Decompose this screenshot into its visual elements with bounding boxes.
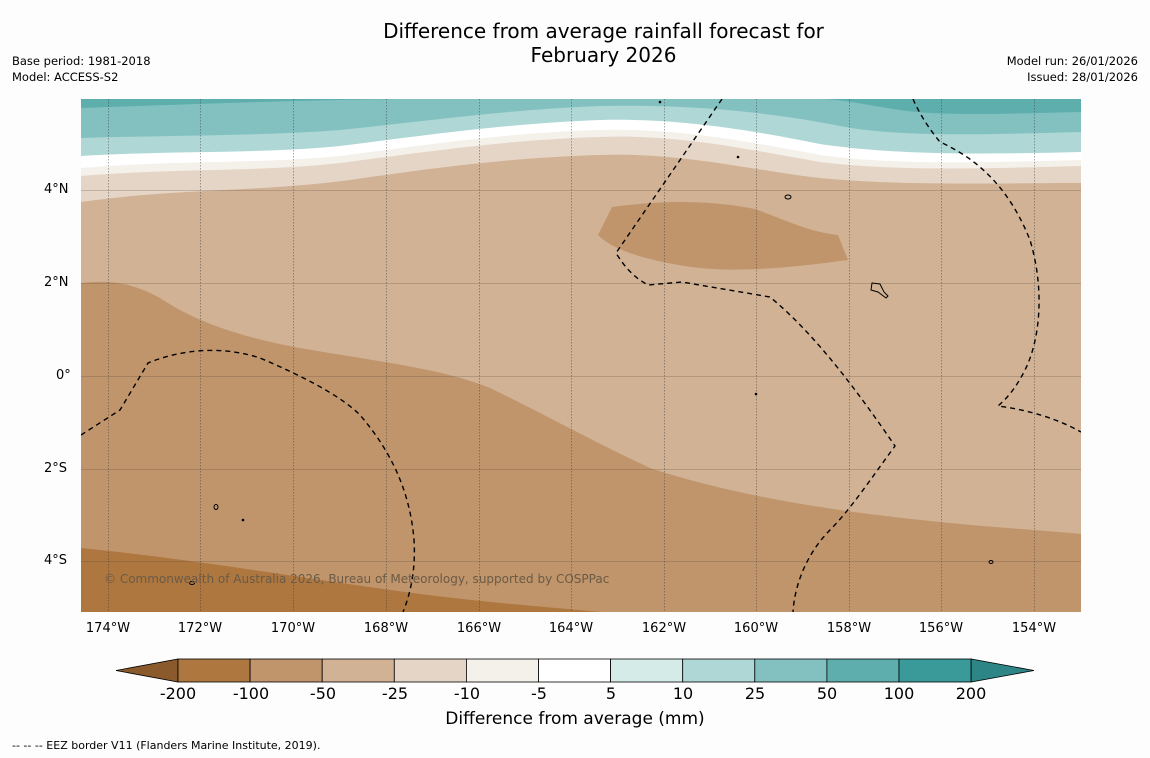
lon-label: 172°W bbox=[177, 621, 223, 636]
island-icon bbox=[754, 392, 758, 396]
colorbar-tick: -50 bbox=[309, 684, 337, 703]
island-icon bbox=[658, 100, 662, 104]
colorbar-segment bbox=[754, 658, 828, 683]
rainfall-map bbox=[81, 99, 1081, 683]
colorbar-segment bbox=[249, 658, 323, 683]
colorbar-tick: 5 bbox=[605, 684, 617, 703]
colorbar-tick: 10 bbox=[672, 684, 694, 703]
colorbar-segment bbox=[682, 658, 756, 683]
colorbar-segment bbox=[321, 658, 395, 683]
lat-label: 0° bbox=[56, 368, 71, 383]
colorbar-segment bbox=[610, 658, 684, 683]
islands bbox=[189, 100, 994, 585]
lon-label: 164°W bbox=[548, 621, 594, 636]
map-fill-layers bbox=[81, 99, 1081, 612]
lon-label: 168°W bbox=[363, 621, 409, 636]
colorbar-extend-low bbox=[115, 658, 179, 683]
anomaly-band-plus25-north bbox=[81, 99, 1081, 138]
island-icon bbox=[241, 518, 245, 522]
colorbar-tick: 50 bbox=[816, 684, 838, 703]
colorbar-segment bbox=[465, 658, 539, 683]
lon-label: 160°W bbox=[733, 621, 779, 636]
lon-label: 158°W bbox=[826, 621, 872, 636]
colorbar-tick: -200 bbox=[159, 684, 197, 703]
anomaly-blob-minus100-east bbox=[598, 201, 848, 270]
colorbar bbox=[115, 658, 1035, 683]
lon-label: 156°W bbox=[918, 621, 964, 636]
colorbar-segment bbox=[177, 658, 251, 683]
island-icon bbox=[736, 155, 740, 159]
colorbar-label: Difference from average (mm) bbox=[445, 709, 705, 729]
colorbar-segment bbox=[393, 658, 467, 683]
lon-label: 170°W bbox=[270, 621, 316, 636]
colorbar-segment bbox=[826, 658, 900, 683]
issued-text: Issued: 28/01/2026 bbox=[1027, 70, 1138, 84]
colorbar-tick: -10 bbox=[453, 684, 481, 703]
eez-border-west bbox=[81, 349, 416, 612]
lat-label: 4°N bbox=[44, 182, 69, 197]
model-text: Model: ACCESS-S2 bbox=[12, 70, 119, 84]
lon-label: 174°W bbox=[85, 621, 131, 636]
eez-footnote: -- -- -- EEZ border V11 (Flanders Marine… bbox=[12, 739, 321, 752]
meta-left: Base period: 1981-2018 Model: ACCESS-S2 bbox=[12, 53, 151, 85]
meta-right: Model run: 26/01/2026 Issued: 28/01/2026 bbox=[1007, 53, 1138, 85]
lat-label: 2°S bbox=[44, 461, 68, 476]
lat-label: 4°S bbox=[44, 553, 68, 568]
island-icon bbox=[988, 560, 994, 564]
map-title: Difference from average rainfall forecas… bbox=[0, 19, 1150, 67]
colorbar-tick: 25 bbox=[744, 684, 766, 703]
colorbar-tick: 200 bbox=[955, 684, 987, 703]
model-run-text: Model run: 26/01/2026 bbox=[1006, 54, 1138, 68]
lat-label: 2°N bbox=[44, 275, 69, 290]
island-icon bbox=[870, 282, 889, 299]
colorbar-tick: -25 bbox=[381, 684, 409, 703]
island-icon bbox=[213, 504, 219, 510]
graticule bbox=[81, 99, 1081, 612]
colorbar-tick: -100 bbox=[232, 684, 270, 703]
anomaly-band-plus50-north bbox=[81, 99, 1081, 114]
lon-label: 154°W bbox=[1011, 621, 1057, 636]
colorbar-segment bbox=[898, 658, 972, 683]
base-period-text: Base period: 1981-2018 bbox=[12, 54, 151, 68]
colorbar-segment bbox=[538, 658, 611, 683]
lon-label: 162°W bbox=[641, 621, 687, 636]
lon-label: 166°W bbox=[456, 621, 502, 636]
colorbar-extend-high bbox=[970, 658, 1035, 683]
title-line-1: Difference from average rainfall forecas… bbox=[383, 19, 824, 43]
colorbar-tick: -5 bbox=[531, 684, 547, 703]
anomaly-band-minus100 bbox=[81, 281, 1081, 612]
island-icon bbox=[189, 581, 195, 585]
copyright-text: © Commonwealth of Australia 2026, Bureau… bbox=[104, 572, 610, 586]
title-line-2: February 2026 bbox=[530, 43, 677, 67]
eez-border-central bbox=[615, 99, 896, 612]
anomaly-band-minus200 bbox=[81, 548, 600, 612]
eez-borders bbox=[81, 99, 1081, 612]
island-icon bbox=[784, 194, 792, 200]
colorbar-tick: 100 bbox=[883, 684, 915, 703]
